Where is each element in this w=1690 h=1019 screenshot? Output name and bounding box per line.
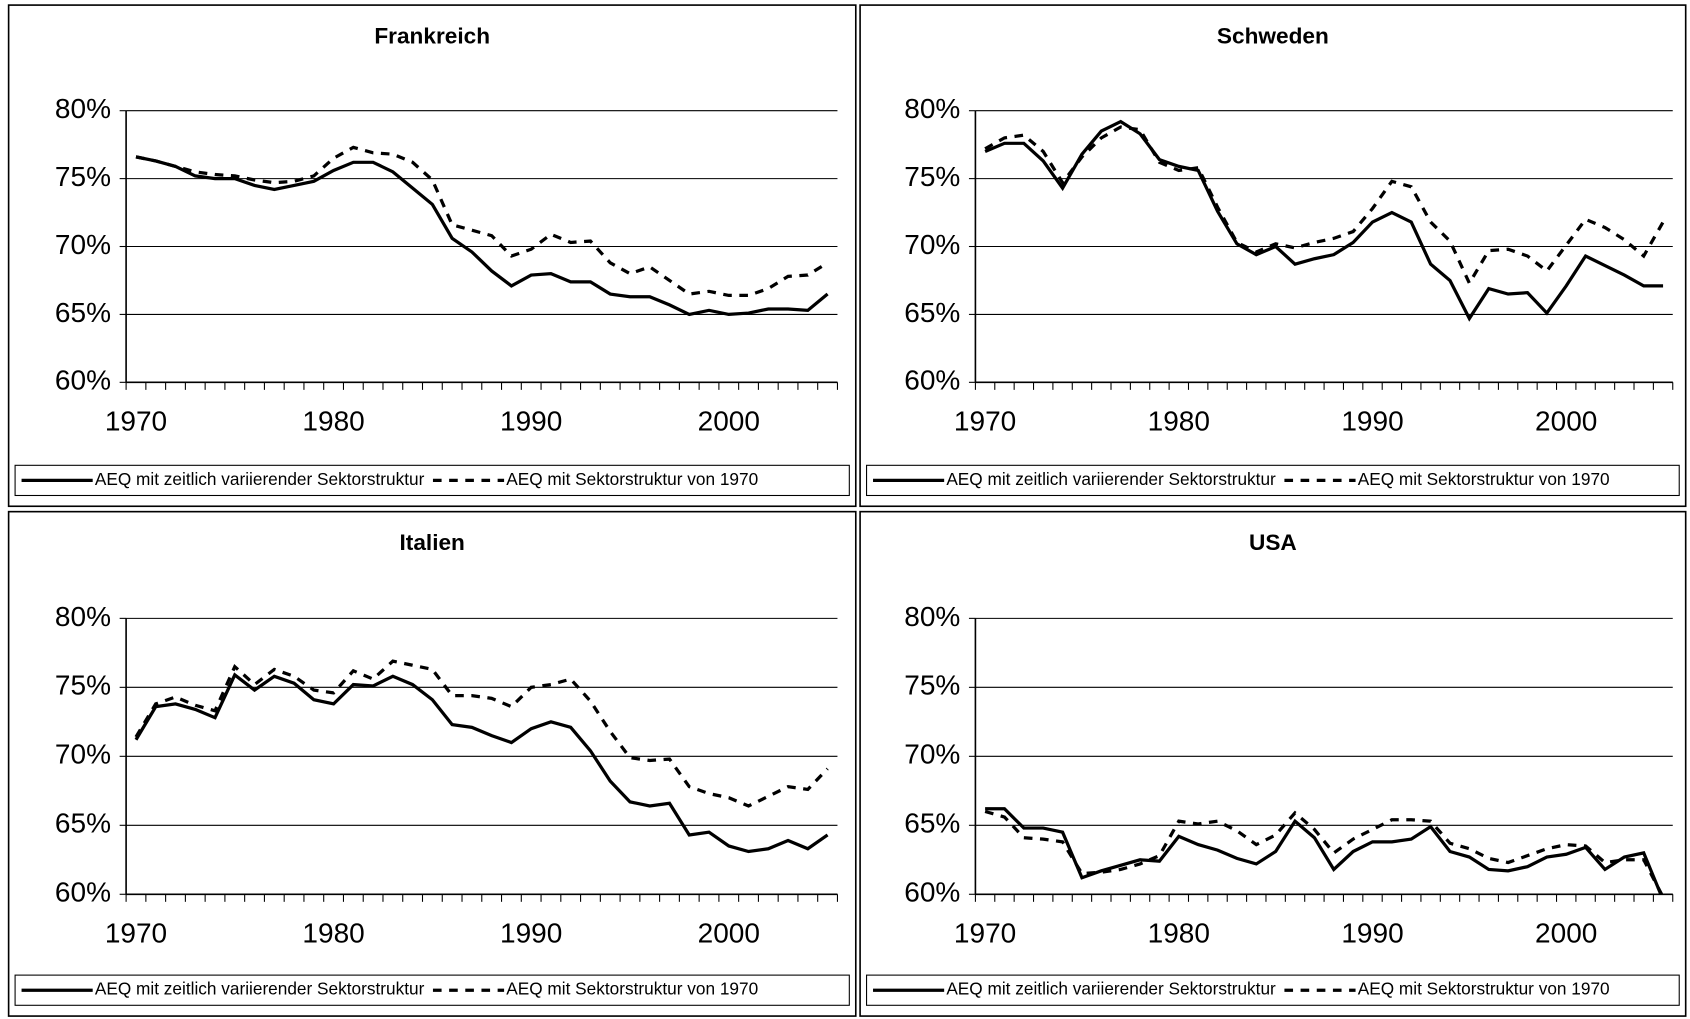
y-tick-label: 60%	[55, 365, 111, 396]
panel-border	[7, 510, 857, 1017]
legend-box	[14, 974, 850, 1006]
legend-label: AEQ mit Sektorstruktur von 1970	[1358, 469, 1610, 489]
series-line	[984, 119, 1664, 322]
legend-label: AEQ mit zeitlich variierender Sektorstru…	[95, 469, 425, 489]
y-tick-label: 60%	[904, 877, 960, 908]
y-tick-label: 75%	[904, 161, 960, 192]
y-tick-label: 75%	[55, 670, 111, 701]
series-line	[985, 807, 1663, 895]
legend-label: AEQ mit zeitlich variierender Sektorstru…	[946, 979, 1276, 999]
y-tick-label: 80%	[55, 93, 111, 124]
panel-border	[859, 4, 1687, 508]
x-tick-label: 2000	[1535, 406, 1597, 437]
chart-title: USA	[1249, 530, 1297, 555]
legend-box	[866, 464, 1680, 497]
y-tick-label: 65%	[55, 297, 111, 328]
legend-label: AEQ mit zeitlich variierender Sektorstru…	[95, 979, 425, 999]
chart-title: Schweden	[1217, 23, 1329, 48]
x-tick-label: 1990	[1341, 918, 1403, 949]
x-tick-label: 1990	[1341, 406, 1403, 437]
panel: Frankreich 60% 65% 70% 75% 80% 1970 1980 1990 200…	[7, 4, 857, 508]
series-line	[135, 155, 829, 317]
y-tick-label: 65%	[904, 297, 960, 328]
x-tick-label: 1980	[1148, 918, 1210, 949]
x-tick-label: 1980	[302, 918, 364, 949]
x-tick-label: 1970	[954, 406, 1016, 437]
y-tick-label: 65%	[55, 808, 111, 839]
x-tick-label: 1990	[500, 918, 562, 949]
y-tick-label: 70%	[904, 739, 960, 770]
series-line	[984, 125, 1665, 287]
x-tick-label: 2000	[1535, 918, 1597, 949]
chart-title: Frankreich	[374, 23, 490, 48]
y-tick-label: 80%	[904, 93, 960, 124]
x-tick-label: 1980	[1148, 406, 1210, 437]
panel-border	[859, 510, 1687, 1017]
x-tick-label: 1990	[500, 406, 562, 437]
series-line	[984, 809, 1664, 895]
legend-label: AEQ mit Sektorstruktur von 1970	[506, 979, 758, 999]
legend-label: AEQ mit zeitlich variierender Sektorstru…	[946, 469, 1276, 489]
x-tick-label: 1970	[954, 918, 1016, 949]
y-tick-label: 80%	[904, 601, 960, 632]
x-tick-label: 1970	[105, 918, 167, 949]
x-tick-label: 1980	[302, 406, 364, 437]
y-tick-label: 80%	[55, 601, 111, 632]
y-tick-label: 60%	[55, 877, 111, 908]
y-tick-label: 60%	[904, 365, 960, 396]
y-tick-label: 75%	[904, 670, 960, 701]
y-tick-label: 75%	[55, 161, 111, 192]
legend-box	[14, 464, 850, 497]
x-tick-label: 1970	[105, 406, 167, 437]
panel: Italien 60% 65% 70% 75% 80% 1970 1980 1990 2000 AE…	[7, 510, 857, 1017]
y-tick-label: 70%	[55, 229, 111, 260]
panel-border	[7, 4, 857, 508]
series-line	[134, 672, 829, 854]
y-tick-label: 70%	[55, 739, 111, 770]
panel: USA 60% 65% 70% 75% 80% 1970 1980 1990 2000 AEQ mi…	[859, 510, 1687, 1017]
x-tick-label: 2000	[698, 406, 760, 437]
series-line	[135, 145, 829, 298]
panel: Schweden 60% 65% 70% 75% 80% 1970 1980 1990 2000 A…	[859, 4, 1687, 508]
y-tick-label: 70%	[904, 229, 960, 260]
legend-label: AEQ mit Sektorstruktur von 1970	[506, 469, 758, 489]
y-tick-label: 65%	[904, 808, 960, 839]
x-tick-label: 2000	[698, 918, 760, 949]
legend-box	[866, 974, 1680, 1006]
chart-title: Italien	[400, 530, 465, 555]
legend-label: AEQ mit Sektorstruktur von 1970	[1358, 979, 1610, 999]
